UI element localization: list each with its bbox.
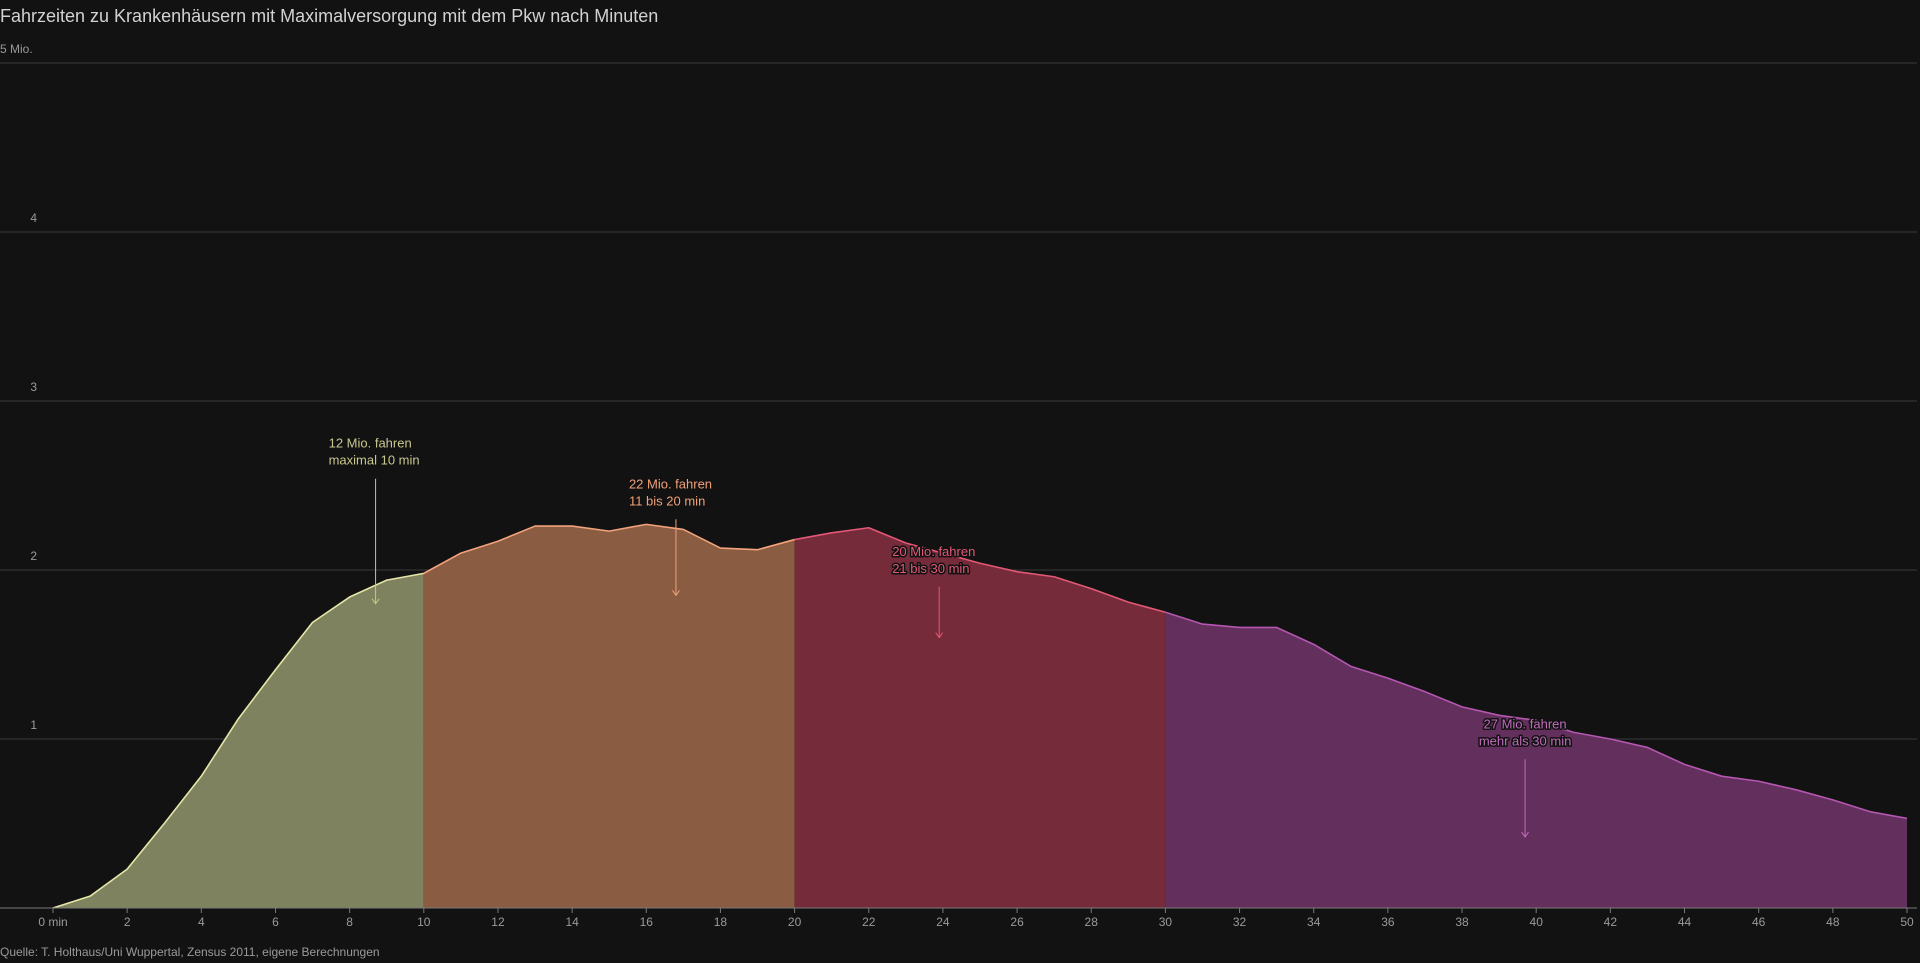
x-tick-label: 24 <box>936 915 950 929</box>
annotation-arrowhead-1 <box>371 598 380 605</box>
y-tick-label: 2 <box>30 549 37 563</box>
annotation-label-2: 22 Mio. fahren <box>629 476 712 491</box>
x-tick-label: 20 <box>788 915 802 929</box>
x-tick-label: 28 <box>1085 915 1099 929</box>
area-segment-1 <box>53 573 424 908</box>
x-tick-label: 6 <box>272 915 279 929</box>
y-tick-label: 1 <box>30 718 37 732</box>
x-tick-label: 40 <box>1530 915 1544 929</box>
y-tick-label: 3 <box>30 380 37 394</box>
x-tick-label: 2 <box>124 915 131 929</box>
annotation-label-4: 27 Mio. fahren <box>1484 716 1567 731</box>
area-segment-3 <box>794 527 1166 908</box>
area-segment-2 <box>423 524 795 908</box>
annotation-layer: 12 Mio. fahren maximal 10 min 22 Mio. fahr… <box>327 434 1573 838</box>
annotation-arrowhead-2 <box>672 590 680 597</box>
x-tick-label: 50 <box>1900 915 1914 929</box>
annotation-label-1: maximal 10 min <box>329 453 420 468</box>
line-segment-4 <box>1165 611 1908 820</box>
x-tick-label: 14 <box>565 915 579 929</box>
x-tick-label: 0 min <box>38 915 67 929</box>
line-segment-2 <box>423 523 795 575</box>
annotation-arrowhead-3 <box>935 632 944 639</box>
annotation-label-3: 21 bis 30 min <box>892 561 969 576</box>
x-tick-label: 16 <box>640 915 654 929</box>
x-tick-label: 10 <box>417 915 431 929</box>
source-note: Quelle: T. Holthaus/Uni Wuppertal, Zensu… <box>0 945 380 959</box>
axis-layer: 0 min 2 4 6 8 10 12 14 16 18 20 22 24 26 28 30 32 34 36 38 4… <box>0 907 1917 929</box>
annotation-arrowhead-4 <box>1521 831 1529 838</box>
x-tick-label: 38 <box>1455 915 1469 929</box>
y-tick-label: 5 Mio. <box>0 42 33 56</box>
line-segment-3 <box>794 526 1166 614</box>
x-tick-label: 42 <box>1604 915 1618 929</box>
x-tick-label: 30 <box>1159 915 1173 929</box>
x-tick-label: 32 <box>1233 915 1247 929</box>
x-tick-label: 22 <box>862 915 876 929</box>
line-layer <box>52 523 1908 909</box>
x-tick-label: 44 <box>1678 915 1692 929</box>
area-layer <box>53 524 1907 908</box>
annotation-label-4: mehr als 30 min <box>1479 733 1571 748</box>
x-tick-label: 48 <box>1826 915 1840 929</box>
x-tick-label: 4 <box>198 915 205 929</box>
chart-title: Fahrzeiten zu Krankenhäusern mit Maximal… <box>0 6 659 26</box>
annotation-label-3: 20 Mio. fahren <box>892 544 975 559</box>
x-tick-label: 12 <box>491 915 505 929</box>
x-tick-label: 34 <box>1307 915 1321 929</box>
annotation-label-2: 11 bis 20 min <box>629 493 705 508</box>
x-tick-label: 26 <box>1010 915 1024 929</box>
x-tick-label: 8 <box>346 915 353 929</box>
x-tick-label: 18 <box>714 915 728 929</box>
area-segment-4 <box>1165 612 1907 908</box>
y-tick-label: 4 <box>30 211 37 225</box>
x-tick-label: 46 <box>1752 915 1766 929</box>
x-tick-label: 36 <box>1381 915 1395 929</box>
annotation-label-1: 12 Mio. fahren <box>329 436 412 451</box>
line-segment-1 <box>52 572 424 909</box>
